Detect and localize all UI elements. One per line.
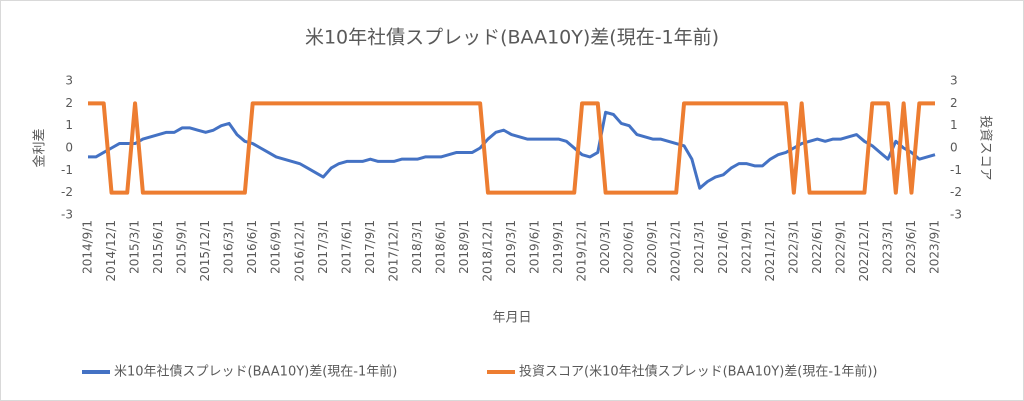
x-tick-label: 2022/6/1 <box>810 220 824 274</box>
x-tick-label: 2017/12/1 <box>386 220 400 282</box>
y-tick-label: 3 <box>65 74 73 88</box>
series-line <box>88 110 936 190</box>
y-tick-label: -1 <box>61 163 73 177</box>
y2-tick-label: -2 <box>950 185 962 199</box>
x-tick-label: 2021/9/1 <box>739 220 753 274</box>
x-tick-label: 2023/9/1 <box>928 220 942 274</box>
x-tick-label: 2016/6/1 <box>245 220 259 274</box>
x-tick-label: 2019/6/1 <box>528 220 542 274</box>
x-tick-label: 2017/6/1 <box>339 220 353 274</box>
legend-label: 米10年社債スプレッド(BAA10Y)差(現在-1年前) <box>114 364 397 380</box>
x-tick-label: 2016/12/1 <box>292 220 306 282</box>
x-tick-label: 2020/12/1 <box>669 220 683 282</box>
x-tick-label: 2020/6/1 <box>622 220 636 274</box>
y-tick-label: 1 <box>65 118 73 132</box>
x-tick-label: 2023/3/1 <box>880 220 894 274</box>
x-tick-label: 2019/12/1 <box>575 220 589 282</box>
x-axis-label: 年月日 <box>492 311 531 326</box>
y2-axis-label: 投資スコア <box>978 115 994 180</box>
x-tick-label: 2015/12/1 <box>198 220 212 282</box>
x-tick-label: 2022/12/1 <box>857 220 871 282</box>
x-tick-label: 2018/12/1 <box>480 220 494 282</box>
y-tick-label: -3 <box>61 208 73 222</box>
x-tick-label: 2017/9/1 <box>363 220 377 274</box>
series-line <box>88 101 935 195</box>
y2-tick-label: -3 <box>950 208 962 222</box>
y2-tick-label: 0 <box>950 141 958 155</box>
x-tick-label: 2023/6/1 <box>904 220 918 274</box>
x-tick-label: 2015/3/1 <box>128 220 142 274</box>
x-tick-label: 2020/9/1 <box>645 220 659 274</box>
legend-label: 投資スコア(米10年社債スプレッド(BAA10Y)差(現在-1年前)) <box>519 364 877 380</box>
x-tick-label: 2015/9/1 <box>175 220 189 274</box>
x-tick-label: 2021/12/1 <box>763 220 777 282</box>
y2-tick-label: -1 <box>950 163 962 177</box>
x-tick-label: 2014/12/1 <box>104 220 118 282</box>
x-tick-label: 2018/9/1 <box>457 220 471 274</box>
x-tick-label: 2020/3/1 <box>598 220 612 274</box>
x-tick-label: 2021/3/1 <box>692 220 706 274</box>
y-tick-label: 0 <box>65 141 73 155</box>
y-tick-label: 2 <box>65 96 73 110</box>
y-axis-label: 金利差 <box>32 128 48 167</box>
x-tick-label: 2019/9/1 <box>551 220 565 274</box>
x-tick-label: 2018/3/1 <box>410 220 424 274</box>
y2-tick-label: 2 <box>950 96 958 110</box>
x-tick-label: 2022/9/1 <box>833 220 847 274</box>
x-tick-label: 2014/9/1 <box>81 220 95 274</box>
x-tick-label: 2016/9/1 <box>269 220 283 274</box>
x-tick-label: 2015/6/1 <box>151 220 165 274</box>
x-tick-label: 2017/3/1 <box>316 220 330 274</box>
y-tick-label: -2 <box>61 185 73 199</box>
x-tick-label: 2018/6/1 <box>433 220 447 274</box>
x-tick-label: 2021/6/1 <box>716 220 730 274</box>
y2-tick-label: 1 <box>950 118 958 132</box>
x-tick-label: 2019/3/1 <box>504 220 518 274</box>
y2-tick-label: 3 <box>950 74 958 88</box>
x-tick-label: 2016/3/1 <box>222 220 236 274</box>
chart-title: 米10年社債スプレッド(BAA10Y)差(現在-1年前) <box>305 27 719 49</box>
x-tick-label: 2022/3/1 <box>786 220 800 274</box>
